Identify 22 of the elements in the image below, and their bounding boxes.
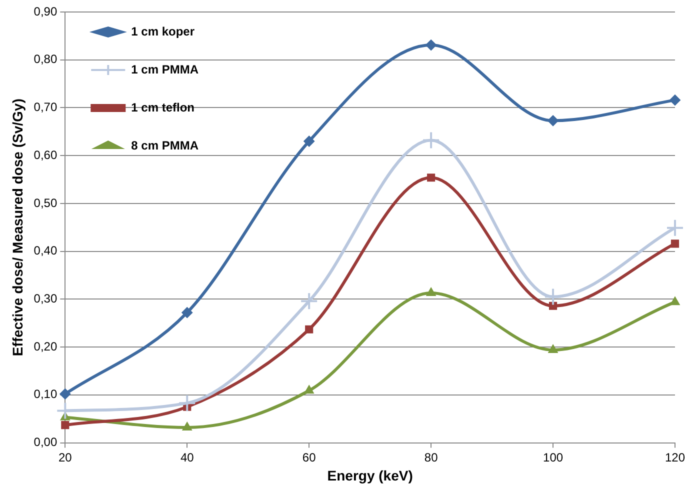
y-tick-label: 0,40 [34, 244, 58, 258]
y-tick-label: 0,60 [34, 148, 58, 162]
y-tick-label: 0,00 [34, 435, 58, 450]
legend-label: 8 cm PMMA [131, 138, 199, 152]
legend-label: 1 cm teflon [131, 100, 195, 114]
y-tick-label: 0,70 [34, 100, 58, 114]
y-tick-label: 0,80 [34, 52, 58, 66]
x-tick-label: 20 [58, 450, 72, 464]
x-tick-label: 120 [664, 450, 686, 464]
y-tick-label: 0,30 [34, 292, 58, 306]
x-tick-label: 80 [424, 450, 438, 464]
x-tick-label: 60 [302, 450, 316, 464]
x-tick-label: 40 [180, 450, 194, 464]
x-tick-label: 100 [543, 450, 564, 464]
y-tick-label: 0,10 [34, 387, 58, 402]
y-axis-title: Effective dose/ Measured dose (Sv/Gy) [9, 98, 26, 356]
y-tick-label: 0,90 [34, 4, 58, 18]
y-tick-label: 0,50 [34, 196, 58, 210]
y-tick-label: 0,20 [34, 339, 58, 354]
legend-label: 1 cm koper [131, 24, 195, 38]
legend-label: 1 cm PMMA [131, 62, 199, 76]
x-axis-title: Energy (keV) [327, 467, 413, 484]
